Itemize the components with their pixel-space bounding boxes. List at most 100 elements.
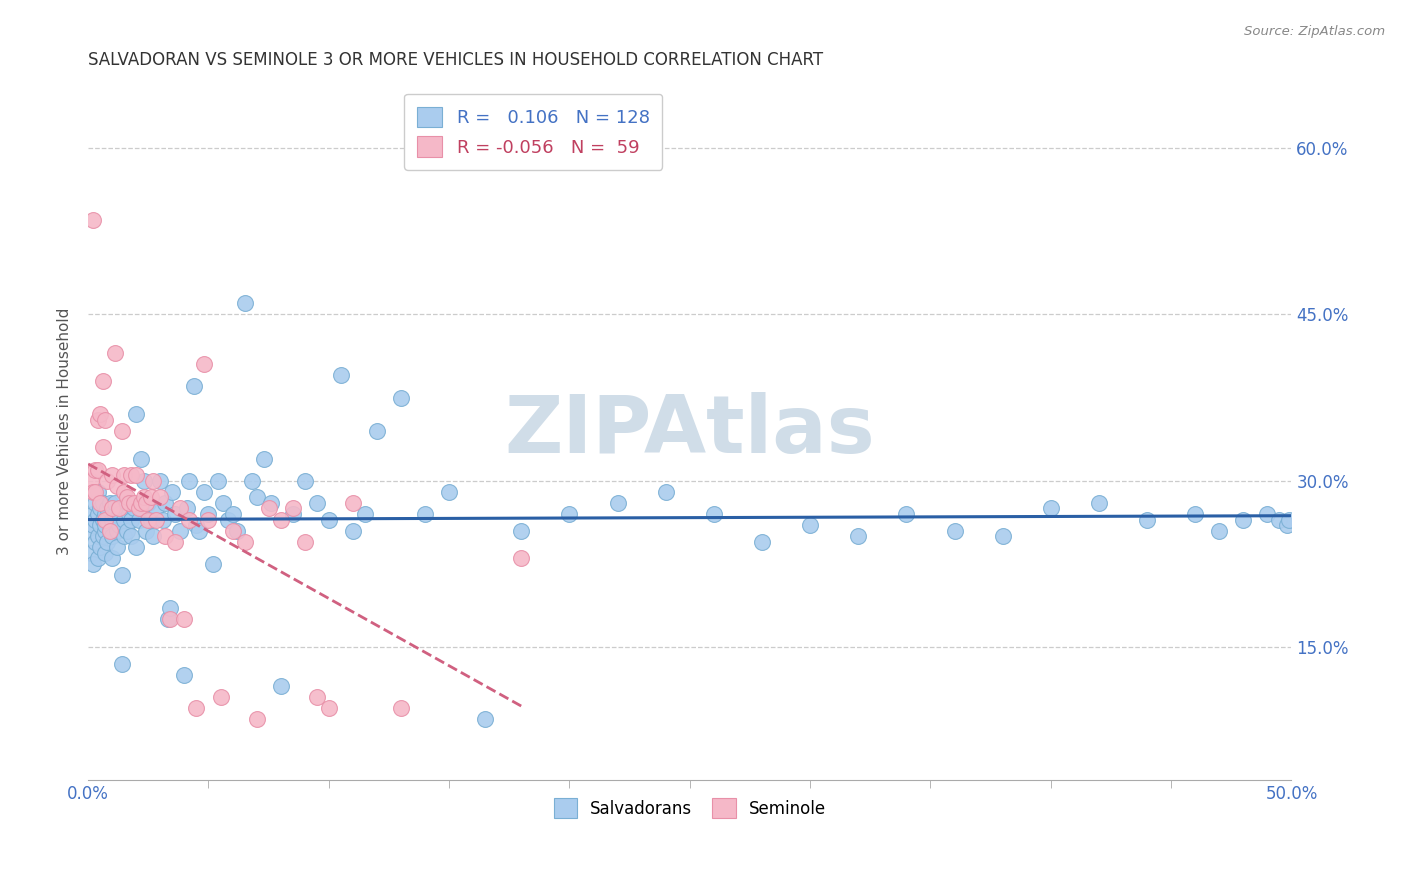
Point xyxy=(606,496,628,510)
Legend: Salvadorans, Seminole: Salvadorans, Seminole xyxy=(547,792,832,824)
Point xyxy=(257,501,280,516)
Point xyxy=(221,524,243,538)
Point xyxy=(329,368,352,383)
Point xyxy=(212,496,235,510)
Point xyxy=(991,529,1014,543)
Point xyxy=(193,357,215,371)
Point xyxy=(98,524,121,538)
Point xyxy=(217,512,239,526)
Point xyxy=(1256,507,1278,521)
Point xyxy=(101,468,124,483)
Point xyxy=(156,612,179,626)
Point xyxy=(654,484,676,499)
Point xyxy=(153,529,176,543)
Point xyxy=(79,546,101,560)
Point xyxy=(91,512,114,526)
Point xyxy=(246,712,269,726)
Point xyxy=(101,529,124,543)
Point xyxy=(1278,512,1301,526)
Point xyxy=(173,668,195,682)
Point xyxy=(82,518,104,533)
Point xyxy=(510,551,533,566)
Point xyxy=(84,512,107,526)
Point xyxy=(149,474,172,488)
Point xyxy=(169,524,191,538)
Point xyxy=(82,507,104,521)
Point xyxy=(101,512,124,526)
Point xyxy=(233,296,256,310)
Point xyxy=(91,529,114,543)
Point xyxy=(142,529,165,543)
Point xyxy=(104,346,127,360)
Point xyxy=(703,507,725,521)
Point xyxy=(121,468,143,483)
Point xyxy=(118,507,141,521)
Point xyxy=(122,501,145,516)
Point xyxy=(108,507,131,521)
Point xyxy=(84,484,107,499)
Point xyxy=(294,534,316,549)
Point xyxy=(98,496,121,510)
Point xyxy=(94,507,117,521)
Point xyxy=(87,463,110,477)
Point xyxy=(98,524,121,538)
Point xyxy=(111,424,134,438)
Point xyxy=(305,690,328,704)
Point xyxy=(112,484,135,499)
Point xyxy=(226,524,249,538)
Point xyxy=(105,524,128,538)
Point xyxy=(943,524,966,538)
Point xyxy=(281,507,304,521)
Point xyxy=(197,507,219,521)
Point xyxy=(128,512,150,526)
Point xyxy=(173,612,195,626)
Point xyxy=(1268,512,1291,526)
Point xyxy=(896,507,918,521)
Point xyxy=(366,424,388,438)
Point xyxy=(270,679,292,693)
Point xyxy=(389,701,412,715)
Point xyxy=(1088,496,1111,510)
Point xyxy=(1136,512,1159,526)
Point xyxy=(145,512,167,526)
Point xyxy=(221,507,243,521)
Point xyxy=(105,479,128,493)
Point xyxy=(94,512,117,526)
Point xyxy=(129,501,152,516)
Point xyxy=(1232,512,1254,526)
Point xyxy=(751,534,773,549)
Point xyxy=(139,512,162,526)
Point xyxy=(202,557,225,571)
Point xyxy=(159,601,181,615)
Point xyxy=(153,496,176,510)
Point xyxy=(342,524,364,538)
Point xyxy=(186,518,208,533)
Point xyxy=(209,690,232,704)
Point xyxy=(240,474,263,488)
Point xyxy=(108,501,131,516)
Point xyxy=(558,507,581,521)
Text: Source: ZipAtlas.com: Source: ZipAtlas.com xyxy=(1244,25,1385,38)
Point xyxy=(111,657,134,671)
Point xyxy=(145,501,167,516)
Point xyxy=(89,496,111,510)
Point xyxy=(118,496,141,510)
Point xyxy=(1039,501,1062,516)
Point xyxy=(91,496,114,510)
Point xyxy=(82,557,104,571)
Point xyxy=(1184,507,1206,521)
Point xyxy=(96,501,118,516)
Point xyxy=(94,518,117,533)
Point xyxy=(115,496,138,510)
Point xyxy=(281,501,304,516)
Point xyxy=(104,507,127,521)
Text: SALVADORAN VS SEMINOLE 3 OR MORE VEHICLES IN HOUSEHOLD CORRELATION CHART: SALVADORAN VS SEMINOLE 3 OR MORE VEHICLE… xyxy=(89,51,824,69)
Point xyxy=(84,534,107,549)
Point xyxy=(129,496,152,510)
Point xyxy=(87,529,110,543)
Point xyxy=(342,496,364,510)
Point xyxy=(128,501,150,516)
Point xyxy=(169,501,191,516)
Point xyxy=(294,474,316,488)
Point xyxy=(82,484,104,499)
